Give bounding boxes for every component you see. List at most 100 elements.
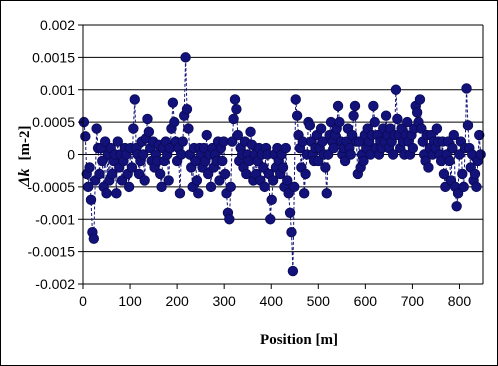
data-point [181, 103, 193, 115]
data-point [454, 149, 465, 160]
data-point [315, 123, 327, 134]
data-point [368, 100, 379, 112]
data-point [423, 162, 434, 173]
x-tick-label: 500 [307, 293, 331, 309]
data-point [111, 188, 122, 199]
data-point [126, 162, 138, 173]
data-point [88, 233, 100, 244]
data-point [339, 155, 351, 167]
data-point [201, 129, 212, 141]
data-point [283, 188, 294, 199]
data-point [321, 188, 332, 199]
data-point [448, 129, 460, 141]
data-point [129, 94, 140, 105]
data-point [282, 175, 293, 186]
data-point [392, 113, 403, 125]
data-point [266, 194, 277, 206]
data-point [290, 94, 301, 105]
data-point [369, 116, 380, 128]
data-point [390, 84, 402, 95]
y-axis-symbol: Δk [16, 168, 33, 187]
axes [78, 24, 484, 289]
data-point [411, 107, 423, 118]
data-point [94, 168, 105, 180]
data-point [438, 168, 450, 180]
data-point [458, 181, 469, 193]
data-point [156, 181, 167, 193]
data-point [224, 214, 235, 225]
data-point [163, 175, 174, 186]
x-tick-label: 300 [212, 293, 236, 309]
x-tick-label: 200 [165, 293, 189, 309]
data-point [304, 120, 316, 131]
y-axis-title: Δk [m-2] [16, 125, 33, 187]
data-point [177, 136, 188, 147]
data-point [291, 110, 303, 121]
data-point [214, 175, 225, 186]
data-point [228, 113, 239, 125]
data-point [431, 123, 443, 134]
data-point [349, 100, 361, 112]
data-point [174, 188, 186, 199]
data-point [289, 181, 300, 193]
data-point [387, 149, 399, 160]
y-tick-label: 0.0005 [32, 114, 75, 130]
data-point [193, 188, 204, 199]
data-point [169, 116, 180, 128]
data-point [85, 194, 97, 206]
data-point [123, 181, 135, 193]
data-point [447, 142, 458, 154]
y-tick-label: -0.0015 [28, 244, 76, 260]
data-point [183, 123, 194, 134]
data-point [226, 136, 238, 147]
data-point [128, 123, 139, 134]
data-point [91, 123, 102, 134]
data-point [407, 142, 419, 154]
data-point [106, 168, 118, 180]
data-point [191, 175, 203, 186]
data-point [284, 207, 296, 218]
data-point [205, 181, 217, 193]
data-point [167, 97, 179, 108]
data-point [258, 162, 269, 173]
data-point [277, 162, 289, 173]
data-point [462, 120, 474, 131]
x-tick-labels: 0 100 200 300 400 500 600 700 800 [79, 293, 471, 309]
data-point [414, 94, 426, 105]
x-tick-label: 600 [354, 293, 378, 309]
x-axis-title: Position [m] [260, 332, 338, 348]
data-point [416, 123, 427, 134]
data-point [202, 168, 214, 180]
data-point [180, 52, 191, 63]
y-tick-label: -0.0005 [28, 179, 76, 195]
y-tick-label: -0.001 [35, 211, 75, 227]
y-tick-label: 0.001 [40, 82, 75, 98]
data-point [313, 155, 324, 167]
data-point [345, 149, 356, 160]
data-point [332, 100, 344, 112]
data-point [154, 168, 166, 180]
data-point [402, 116, 413, 128]
data-point [231, 103, 242, 115]
data-point [286, 226, 297, 238]
data-point [322, 149, 334, 160]
data-point [101, 188, 112, 199]
x-tick-label: 100 [118, 293, 142, 309]
data-point [217, 155, 228, 167]
data-point [444, 155, 455, 167]
data-point [142, 113, 153, 125]
data-point [380, 110, 392, 121]
data-point [229, 94, 241, 105]
data-point [471, 181, 482, 193]
x-tick-label: 400 [260, 293, 284, 309]
data-point [358, 155, 369, 167]
data-point [451, 201, 462, 212]
data-point [84, 162, 95, 173]
data-point [225, 181, 236, 193]
y-tick-label: 0 [67, 147, 75, 163]
y-tick-label: -0.002 [35, 276, 75, 292]
y-axis-unit: [m-2] [17, 125, 33, 160]
data-point [452, 188, 464, 199]
